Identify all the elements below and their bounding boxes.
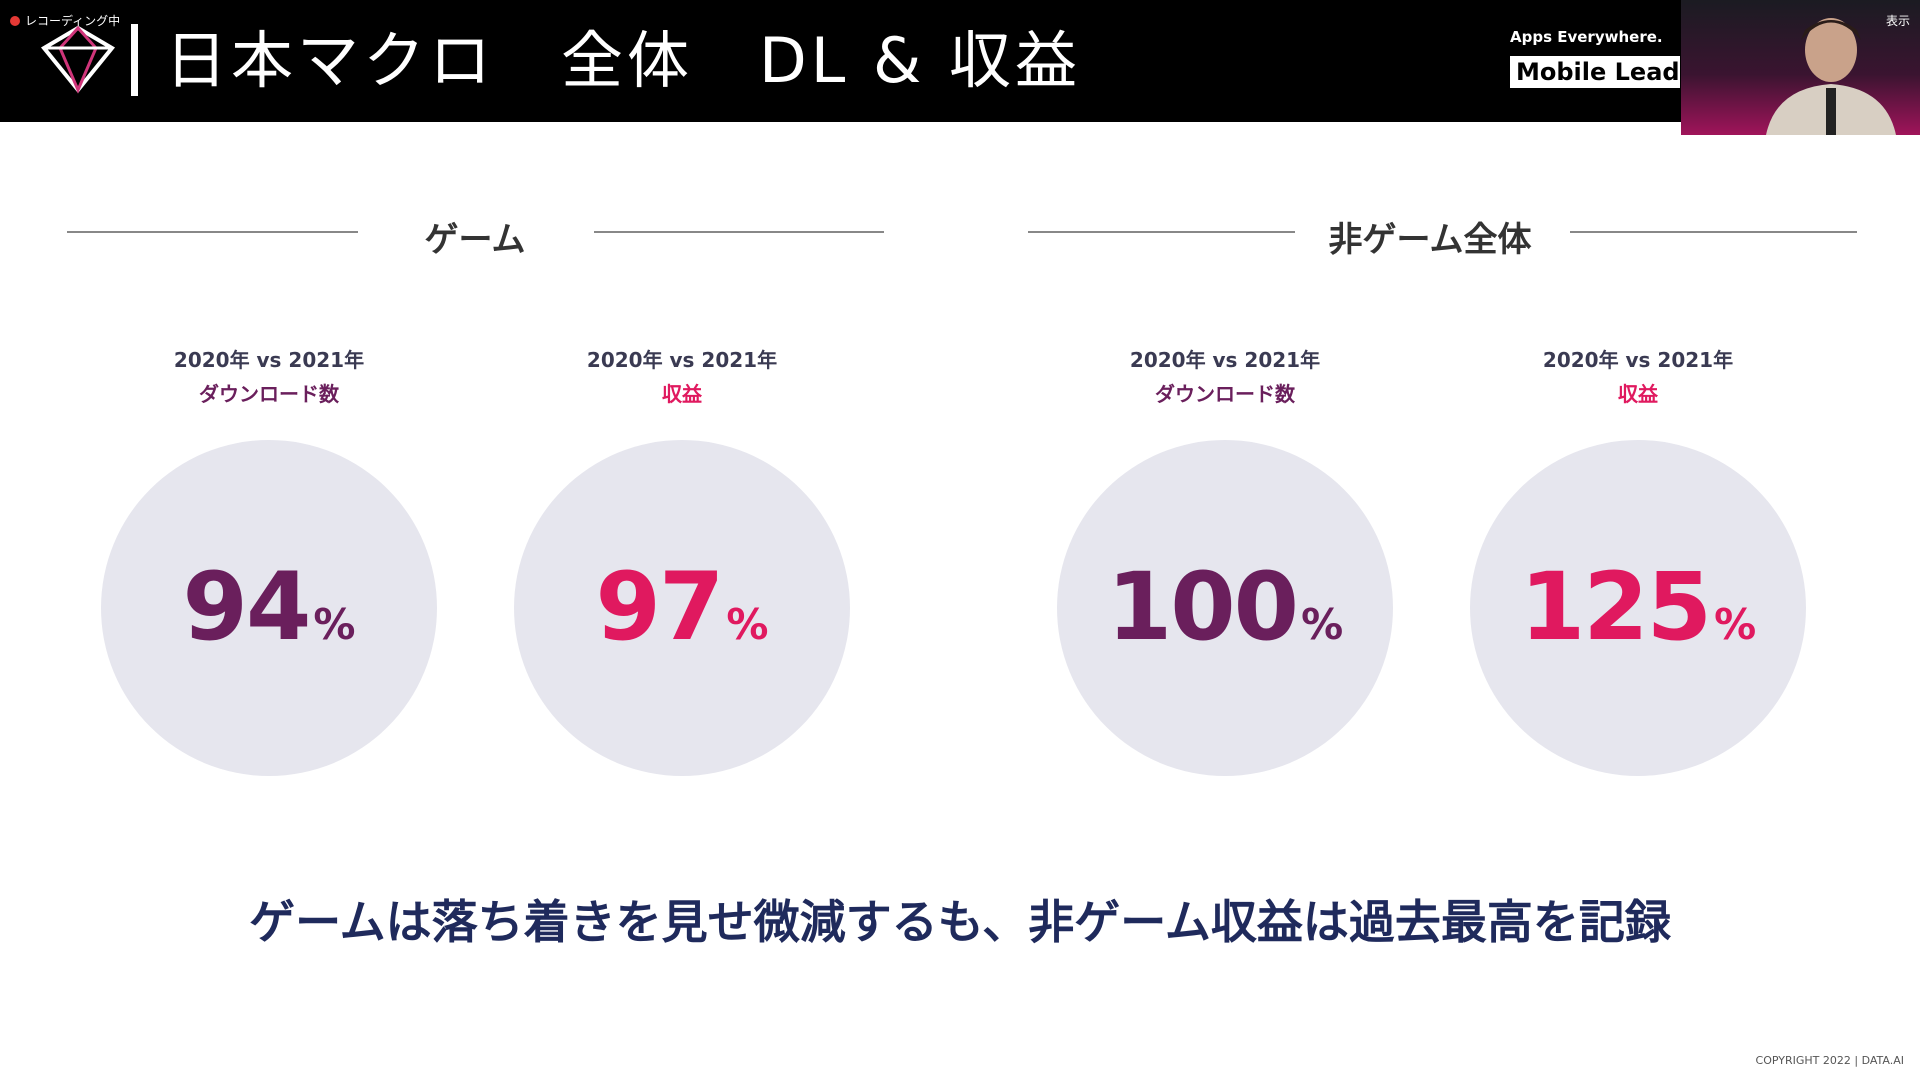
copyright: COPYRIGHT 2022 | DATA.AI	[1755, 1054, 1904, 1067]
stat-unit: %	[726, 600, 769, 649]
badge: Mobile Lead	[1510, 56, 1680, 88]
presenter	[1766, 18, 1896, 135]
stat-period: 2020年 vs 2021年	[1129, 348, 1321, 372]
stat-circle: 125%	[1470, 440, 1806, 776]
webcam-thumbnail	[1681, 0, 1920, 135]
headline: ゲームは落ち着きを見せ微減するも、非ゲーム収益は過去最高を記録	[249, 895, 1671, 949]
divider-line	[1028, 231, 1295, 233]
stat-metric: ダウンロード数	[1155, 382, 1295, 406]
stat-circle: 97%	[514, 440, 850, 776]
stat-metric: ダウンロード数	[199, 382, 339, 406]
stat-period: 2020年 vs 2021年	[1542, 348, 1734, 372]
slide-title: 日本マクロ 全体 DL & 収益	[165, 24, 1082, 97]
view-button[interactable]: 表示	[1885, 14, 1910, 28]
divider-line	[67, 231, 358, 233]
stat-unit: %	[313, 600, 356, 649]
stat-value: 97	[595, 553, 725, 662]
recording-indicator: レコーディング中	[10, 12, 120, 29]
divider-line	[1570, 231, 1857, 233]
stat-period: 2020年 vs 2021年	[586, 348, 778, 372]
section-heading: 非ゲーム全体	[1328, 220, 1532, 260]
divider-line	[594, 231, 884, 233]
stat-period: 2020年 vs 2021年	[173, 348, 365, 372]
logo	[40, 25, 116, 94]
stat-unit: %	[1714, 600, 1757, 649]
stat-value: 100	[1106, 553, 1299, 662]
stat-value: 125	[1519, 553, 1712, 662]
stat-metric: 収益	[1618, 382, 1658, 406]
stat-metric: 収益	[662, 382, 702, 406]
title-divider	[131, 24, 138, 96]
stat-value: 94	[182, 553, 312, 662]
tagline: Apps Everywhere.	[1510, 28, 1663, 46]
section-heading: ゲーム	[424, 220, 526, 260]
stat-circle: 94%	[101, 440, 437, 776]
stat-circle: 100%	[1057, 440, 1393, 776]
recording-label: レコーディング中	[25, 14, 121, 28]
stat-unit: %	[1301, 600, 1344, 649]
